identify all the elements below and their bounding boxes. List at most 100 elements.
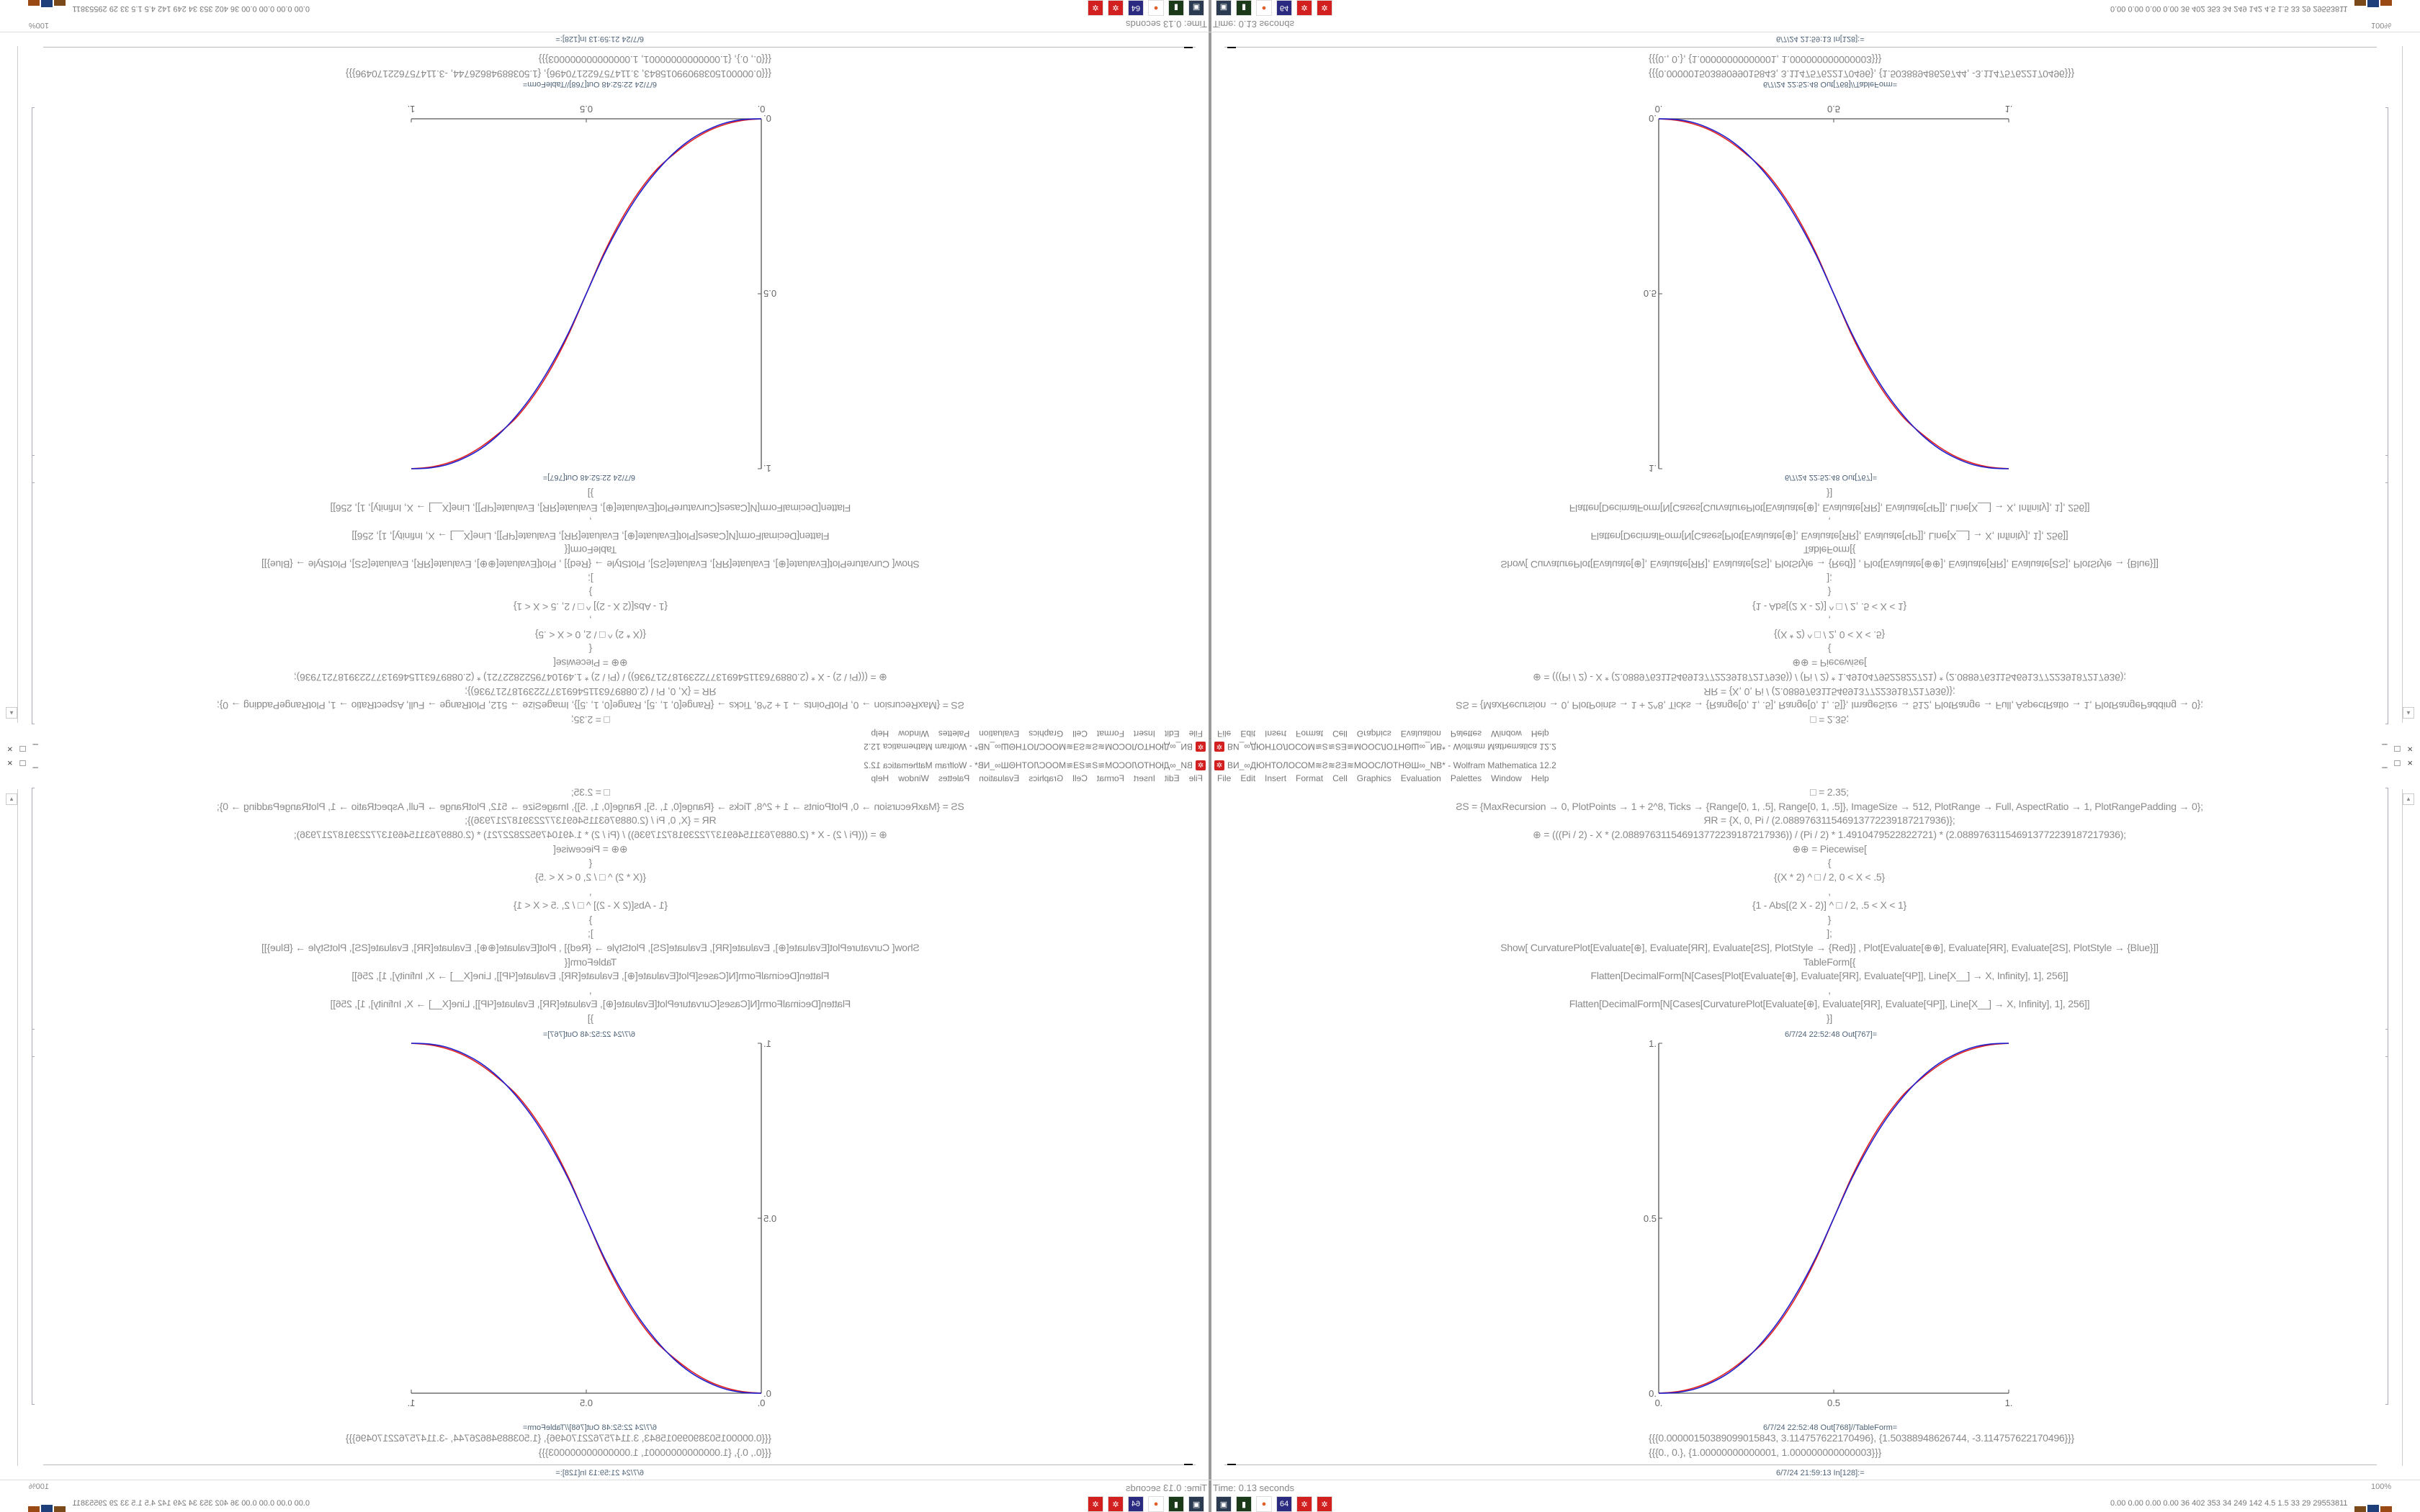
- menu-edit[interactable]: Edit: [1164, 773, 1180, 783]
- code-line[interactable]: }]: [1826, 1012, 1833, 1024]
- code-line[interactable]: }: [1827, 914, 1832, 925]
- code-line[interactable]: Flatten[DecimalForm[N[Cases[Plot[Evaluat…: [351, 531, 830, 542]
- close-button[interactable]: ×: [2407, 757, 2413, 768]
- mathematica-icon[interactable]: ✲: [1296, 0, 1312, 16]
- menu-insert[interactable]: Insert: [1133, 729, 1155, 739]
- menu-file[interactable]: File: [1188, 729, 1203, 739]
- terminal-icon[interactable]: ▮: [1168, 1496, 1184, 1512]
- code-line[interactable]: {(X * 2) ^ □ / 2, 0 < X < .5}: [1774, 871, 1885, 883]
- menu-graphics[interactable]: Graphics: [1028, 773, 1064, 783]
- code-line[interactable]: Flatten[DecimalForm[N[Cases[CurvaturePlo…: [330, 503, 851, 514]
- menu-palettes[interactable]: Palettes: [1450, 729, 1482, 739]
- monitor-icon[interactable]: ▣: [1188, 0, 1204, 16]
- code-line[interactable]: }: [588, 587, 593, 598]
- menu-graphics[interactable]: Graphics: [1028, 729, 1064, 739]
- menu-palettes[interactable]: Palettes: [1450, 773, 1482, 783]
- menu-file[interactable]: File: [1217, 773, 1232, 783]
- maximize-button[interactable]: □: [2394, 744, 2401, 755]
- menu-format[interactable]: Format: [1296, 773, 1324, 783]
- mathematica-icon[interactable]: ✲: [1317, 1496, 1332, 1512]
- code-line[interactable]: {: [588, 857, 593, 868]
- close-button[interactable]: ×: [7, 744, 13, 755]
- code-line[interactable]: TableForm[{: [1803, 956, 1856, 968]
- code-line[interactable]: Show[ CurvaturePlot[Evaluate[⊕], Evaluat…: [1500, 942, 2159, 953]
- menu-graphics[interactable]: Graphics: [1356, 773, 1392, 783]
- code-line[interactable]: □ = 2.35;: [571, 786, 610, 798]
- code-line[interactable]: □ = 2.35;: [1810, 714, 1849, 726]
- code-line[interactable]: }: [1827, 587, 1832, 598]
- terminal-icon[interactable]: ▮: [1236, 0, 1252, 16]
- menu-help[interactable]: Help: [871, 773, 889, 783]
- menu-help[interactable]: Help: [1531, 773, 1549, 783]
- floppy-64-icon[interactable]: 64: [1276, 1496, 1292, 1512]
- code-line[interactable]: Flatten[DecimalForm[N[Cases[CurvaturePlo…: [1569, 998, 2090, 1009]
- menu-graphics[interactable]: Graphics: [1356, 729, 1392, 739]
- code-line[interactable]: ⊕ = (((Pi / 2) - X * (2.0889763115469137…: [294, 829, 887, 840]
- output-cell-bracket[interactable]: [2385, 107, 2388, 483]
- code-line[interactable]: ,: [589, 886, 592, 897]
- code-line[interactable]: ,: [1828, 886, 1831, 897]
- zoom-level[interactable]: 100%: [2371, 1482, 2392, 1491]
- output-cell-bracket[interactable]: [32, 107, 35, 483]
- menu-help[interactable]: Help: [871, 729, 889, 739]
- zoom-level[interactable]: 100%: [28, 1482, 49, 1491]
- code-line[interactable]: {(X * 2) ^ □ / 2, 0 < X < .5}: [535, 871, 646, 883]
- code-line[interactable]: ,: [1828, 984, 1831, 996]
- floppy-64-icon[interactable]: 64: [1128, 1496, 1144, 1512]
- code-line[interactable]: □ = 2.35;: [571, 714, 610, 726]
- menu-palettes[interactable]: Palettes: [938, 729, 970, 739]
- terminal-icon[interactable]: ▮: [1236, 1496, 1252, 1512]
- mathematica-icon[interactable]: ✲: [1296, 1496, 1312, 1512]
- output-cell-bracket[interactable]: [32, 1029, 35, 1405]
- code-line[interactable]: {: [588, 644, 593, 655]
- monitor-icon[interactable]: ▣: [1188, 1496, 1204, 1512]
- code-line[interactable]: ƧS = {MaxRecursion → 0, PlotPoints → 1 +…: [1456, 801, 2203, 812]
- code-line[interactable]: {1 - Abs[(2 X - 2)] ^ □ / 2, .5 < X < 1}: [513, 899, 668, 911]
- menu-window[interactable]: Window: [898, 729, 929, 739]
- code-line[interactable]: {1 - Abs[(2 X - 2)] ^ □ / 2, .5 < X < 1}: [1752, 601, 1907, 613]
- maximize-button[interactable]: □: [19, 757, 26, 768]
- code-line[interactable]: }]: [587, 1012, 594, 1024]
- menu-insert[interactable]: Insert: [1265, 773, 1287, 783]
- menu-format[interactable]: Format: [1296, 729, 1324, 739]
- code-line[interactable]: ,: [589, 615, 592, 626]
- code-line[interactable]: Flatten[DecimalForm[N[Cases[Plot[Evaluat…: [1590, 970, 2069, 981]
- code-line[interactable]: Flatten[DecimalForm[N[Cases[Plot[Evaluat…: [1590, 531, 2069, 542]
- menu-cell[interactable]: Cell: [1072, 729, 1088, 739]
- code-line[interactable]: ⊕ = (((Pi / 2) - X * (2.0889763115469137…: [1533, 672, 2126, 683]
- menu-edit[interactable]: Edit: [1240, 729, 1256, 739]
- floppy-64-icon[interactable]: 64: [1276, 0, 1292, 16]
- menu-insert[interactable]: Insert: [1133, 773, 1155, 783]
- code-line[interactable]: ЯR = {X, 0, Pi / (2.08897631154691377223…: [1703, 686, 1955, 698]
- firefox-icon[interactable]: ●: [1148, 0, 1164, 16]
- menu-file[interactable]: File: [1188, 773, 1203, 783]
- minimize-button[interactable]: _: [2382, 744, 2388, 755]
- code-line[interactable]: Flatten[DecimalForm[N[Cases[Plot[Evaluat…: [351, 970, 830, 981]
- code-line[interactable]: ЯR = {X, 0, Pi / (2.08897631154691377223…: [465, 686, 717, 698]
- zoom-level[interactable]: 100%: [28, 21, 49, 30]
- menu-evaluation[interactable]: Evaluation: [979, 729, 1020, 739]
- close-button[interactable]: ×: [7, 757, 13, 768]
- mathematica-icon[interactable]: ✲: [1108, 0, 1124, 16]
- code-line[interactable]: ];: [1827, 927, 1832, 939]
- code-line[interactable]: ];: [588, 573, 593, 585]
- close-button[interactable]: ×: [2407, 744, 2413, 755]
- code-line[interactable]: ЯR = {X, 0, Pi / (2.08897631154691377223…: [1703, 814, 1955, 826]
- zoom-level[interactable]: 100%: [2371, 21, 2392, 30]
- menu-file[interactable]: File: [1217, 729, 1232, 739]
- code-line[interactable]: Show[ CurvaturePlot[Evaluate[⊕], Evaluat…: [261, 942, 920, 953]
- firefox-icon[interactable]: ●: [1256, 1496, 1272, 1512]
- code-line[interactable]: {(X * 2) ^ □ / 2, 0 < X < .5}: [1774, 629, 1885, 641]
- mathematica-icon[interactable]: ✲: [1088, 0, 1103, 16]
- menu-evaluation[interactable]: Evaluation: [1400, 773, 1441, 783]
- code-line[interactable]: ,: [1828, 615, 1831, 626]
- minimize-button[interactable]: _: [32, 757, 38, 768]
- code-line[interactable]: TableForm[{: [564, 544, 617, 556]
- menu-cell[interactable]: Cell: [1332, 729, 1348, 739]
- cell-insertion-line[interactable]: [43, 47, 1196, 48]
- menu-insert[interactable]: Insert: [1265, 729, 1287, 739]
- vertical-scrollbar[interactable]: [2402, 789, 2414, 1466]
- maximize-button[interactable]: □: [2394, 757, 2401, 768]
- scroll-up-button[interactable]: ▲: [2403, 793, 2414, 805]
- menu-window[interactable]: Window: [1491, 729, 1522, 739]
